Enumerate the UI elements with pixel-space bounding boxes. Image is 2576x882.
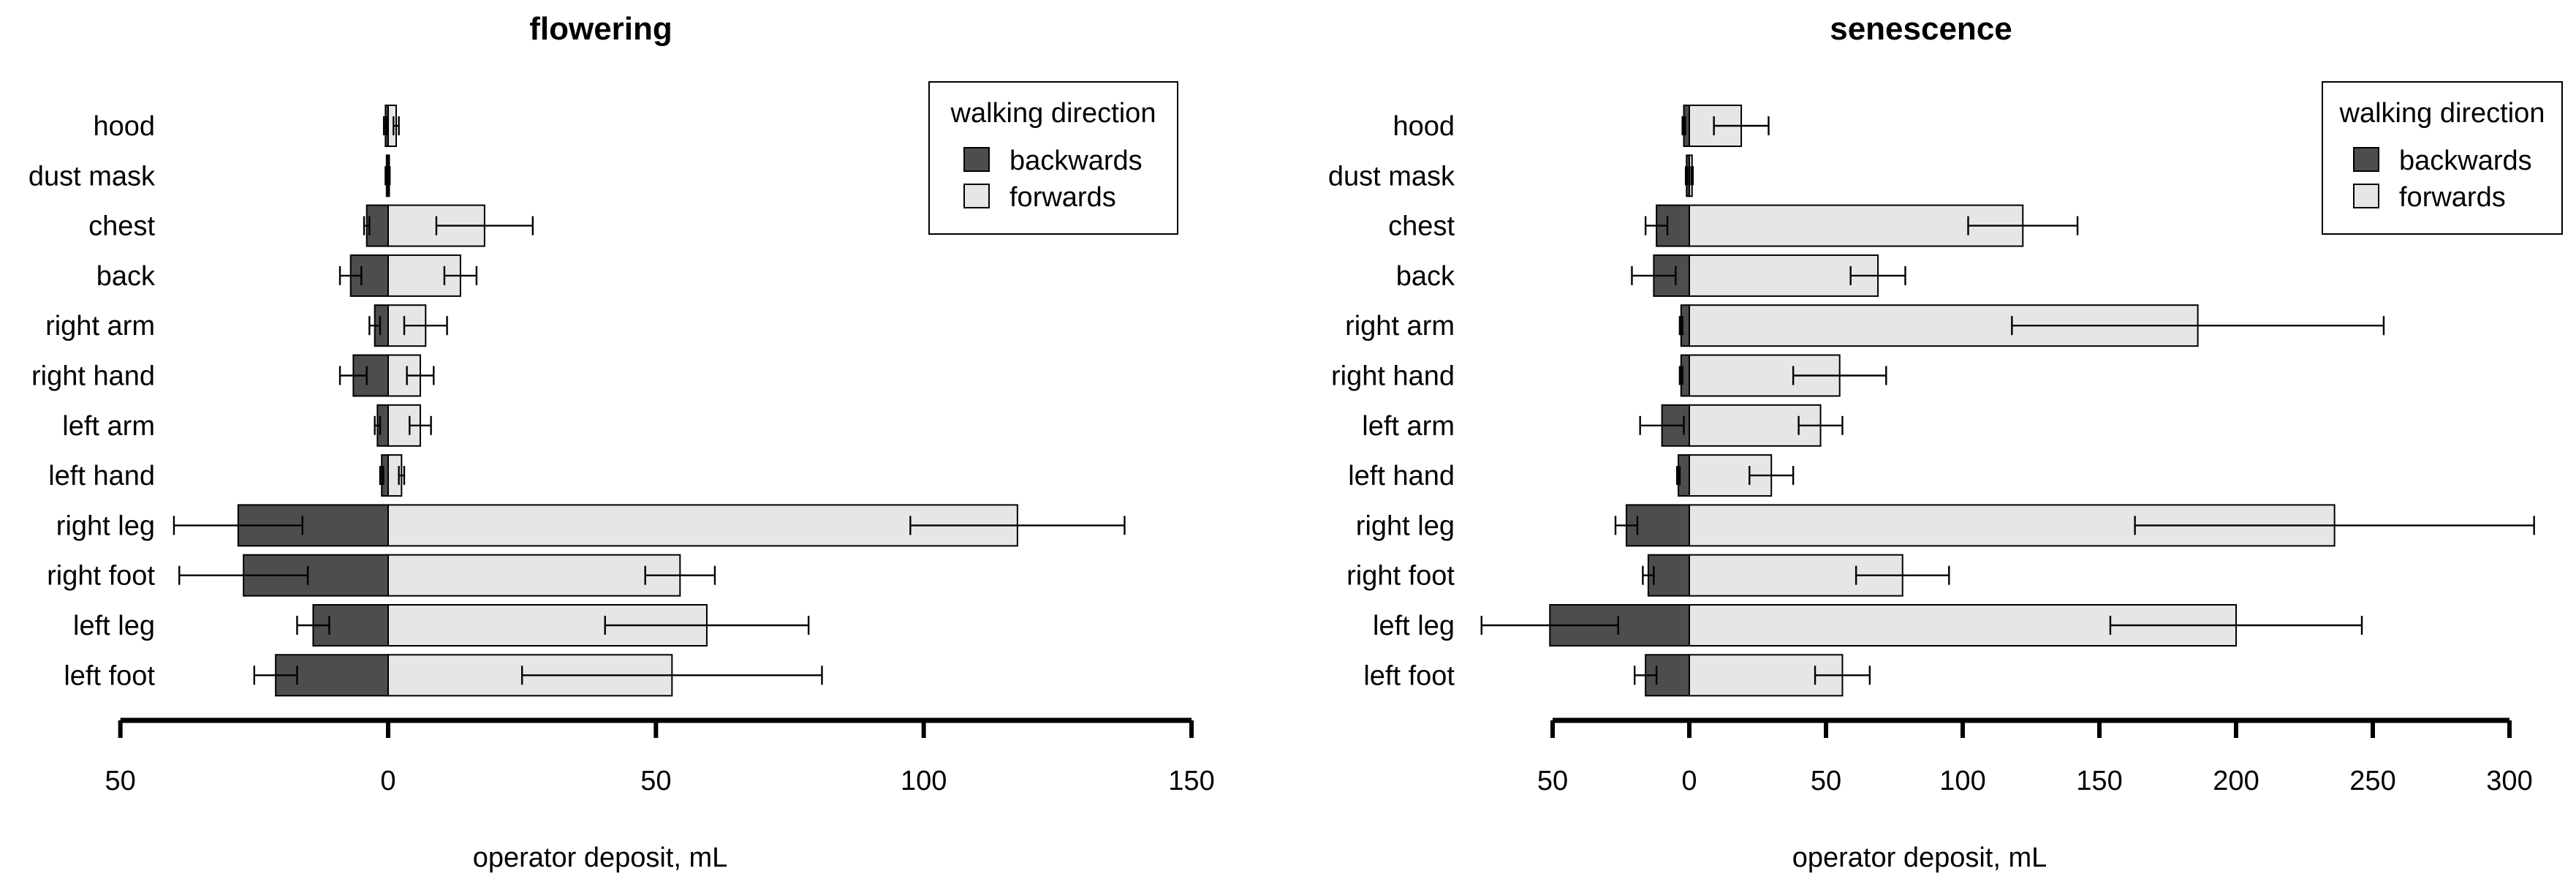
legend-label-forwards: forwards xyxy=(1009,182,1116,213)
category-label-left-hand: left hand xyxy=(48,461,155,491)
bar-forwards-left-foot xyxy=(387,654,673,697)
category-label-left-leg: left leg xyxy=(1373,611,1455,641)
category-label-right-foot: right foot xyxy=(1346,561,1455,592)
category-label-right-foot: right foot xyxy=(47,561,155,592)
x-tick-label-7: 300 xyxy=(2486,766,2532,796)
legend-title: walking direction xyxy=(950,98,1156,129)
x-tick-label-5: 200 xyxy=(2213,766,2259,796)
category-label-right-arm: right arm xyxy=(1345,311,1455,342)
bar-forwards-back xyxy=(1689,254,1879,297)
x-tick-label-6: 250 xyxy=(2349,766,2395,796)
x-tick-label-1: 0 xyxy=(1681,766,1697,796)
category-label-left-foot: left foot xyxy=(64,660,155,691)
chart-title: flowering xyxy=(529,11,673,47)
category-label-right-hand: right hand xyxy=(1331,361,1455,392)
legend-title: walking direction xyxy=(2339,98,2545,129)
legend-label-backwards: backwards xyxy=(1009,146,1143,176)
legend: walking direction backwards forwards xyxy=(928,81,1178,235)
category-label-back: back xyxy=(1396,261,1455,292)
x-tick-label-1: 0 xyxy=(380,766,395,796)
category-label-dust-mask: dust mask xyxy=(1328,161,1455,192)
category-label-right-hand: right hand xyxy=(31,361,155,392)
chart-flowering: flowering hood dust mask chest back right arm… xyxy=(29,11,1215,873)
legend-swatch-forwards xyxy=(963,184,990,208)
category-label-hood: hood xyxy=(93,111,155,142)
legend-swatch-backwards xyxy=(2353,147,2379,172)
category-label-right-arm: right arm xyxy=(45,311,155,342)
category-label-left-hand: left hand xyxy=(1348,461,1455,491)
x-axis-label: operator deposit, mL xyxy=(1792,843,2047,873)
category-label-hood: hood xyxy=(1393,111,1455,142)
x-tick-label-2: 50 xyxy=(640,766,671,796)
x-tick-label-3: 100 xyxy=(901,766,947,796)
legend-label-backwards: backwards xyxy=(2399,146,2532,176)
x-axis-label: operator deposit, mL xyxy=(473,843,728,873)
category-label-chest: chest xyxy=(88,211,155,242)
category-label-left-arm: left arm xyxy=(1362,411,1455,442)
bar-forwards-chest xyxy=(1689,204,2024,247)
x-tick-label-0: 50 xyxy=(105,766,136,796)
category-label-left-foot: left foot xyxy=(1363,660,1455,691)
legend-label-forwards: forwards xyxy=(2399,182,2506,213)
x-tick-label-0: 50 xyxy=(1537,766,1568,796)
chart-title: senescence xyxy=(1830,11,2012,47)
category-label-right-leg: right leg xyxy=(56,510,155,541)
category-label-chest: chest xyxy=(1388,211,1455,242)
x-tick-label-4: 150 xyxy=(2076,766,2122,796)
chart-senescence: senescence hood dust mask chest back right ar… xyxy=(1328,11,2563,873)
x-tick-label-4: 150 xyxy=(1168,766,1214,796)
legend-swatch-backwards xyxy=(963,147,990,172)
category-label-back: back xyxy=(96,261,156,292)
category-label-right-leg: right leg xyxy=(1356,510,1455,541)
legend: walking direction backwards forwards xyxy=(2322,81,2563,235)
x-tick-label-2: 50 xyxy=(1811,766,1841,796)
category-label-dust-mask: dust mask xyxy=(29,161,156,192)
bar-forwards-right-foot xyxy=(387,554,681,597)
legend-swatch-forwards xyxy=(2353,184,2379,208)
category-label-left-arm: left arm xyxy=(62,411,155,442)
category-label-left-leg: left leg xyxy=(73,611,155,641)
x-tick-label-3: 100 xyxy=(1939,766,1985,796)
